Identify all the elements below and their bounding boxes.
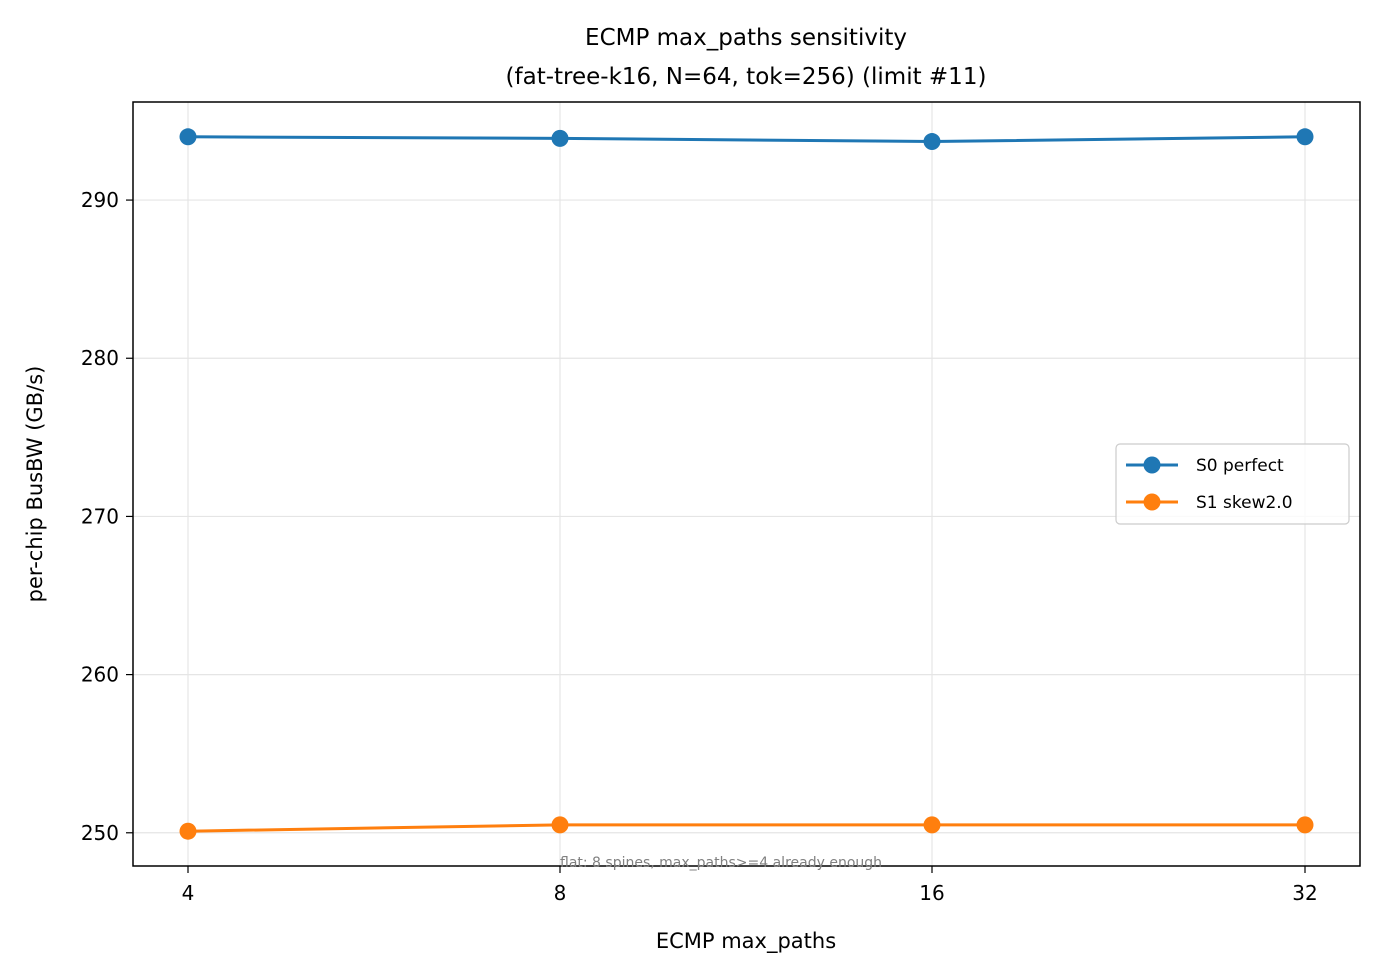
- series-s0-perfect: [179, 128, 1314, 151]
- x-axis: 4 8 16 32: [182, 866, 1318, 905]
- chart-title: ECMP max_paths sensitivity: [585, 25, 907, 51]
- y-axis-label: per-chip BusBW (GB/s): [23, 366, 47, 603]
- legend-item: S1 skew2.0: [1126, 493, 1293, 513]
- data-point: [923, 133, 941, 151]
- series-s1-skew: [179, 816, 1314, 840]
- data-point: [551, 816, 569, 834]
- x-tick-label: 32: [1292, 881, 1317, 905]
- annotation: flat: 8 spines, max_paths>=4 already eno…: [560, 855, 882, 871]
- legend-swatch-marker: [1143, 456, 1161, 474]
- data-point: [179, 128, 197, 146]
- x-tick-label: 8: [554, 881, 567, 905]
- chart-subtitle: (fat-tree-k16, N=64, tok=256) (limit #11…: [506, 64, 987, 90]
- legend-label: S0 perfect: [1196, 456, 1284, 476]
- legend: S0 perfect S1 skew2.0: [1115, 443, 1350, 525]
- plot-frame: [132, 101, 1361, 867]
- x-axis-label: ECMP max_paths: [656, 929, 836, 954]
- y-axis: 250 260 270 280 290: [81, 188, 133, 845]
- legend-swatch-marker: [1143, 493, 1161, 511]
- series-layer: [179, 128, 1314, 840]
- grid-lines: [133, 102, 1360, 866]
- x-tick-label: 4: [182, 881, 195, 905]
- data-point: [1296, 816, 1314, 834]
- legend-item: S0 perfect: [1126, 456, 1284, 476]
- y-tick-label: 260: [81, 663, 119, 687]
- data-point: [179, 822, 197, 840]
- data-point: [551, 129, 569, 147]
- y-tick-label: 290: [81, 188, 119, 212]
- data-point: [1296, 128, 1314, 146]
- series-line: [187, 135, 1306, 144]
- x-tick-label: 16: [919, 881, 944, 905]
- y-tick-label: 280: [81, 346, 119, 370]
- legend-label: S1 skew2.0: [1196, 493, 1293, 513]
- y-tick-label: 270: [81, 504, 119, 528]
- y-tick-label: 250: [81, 821, 119, 845]
- series-line: [187, 823, 1305, 833]
- data-point: [923, 816, 941, 834]
